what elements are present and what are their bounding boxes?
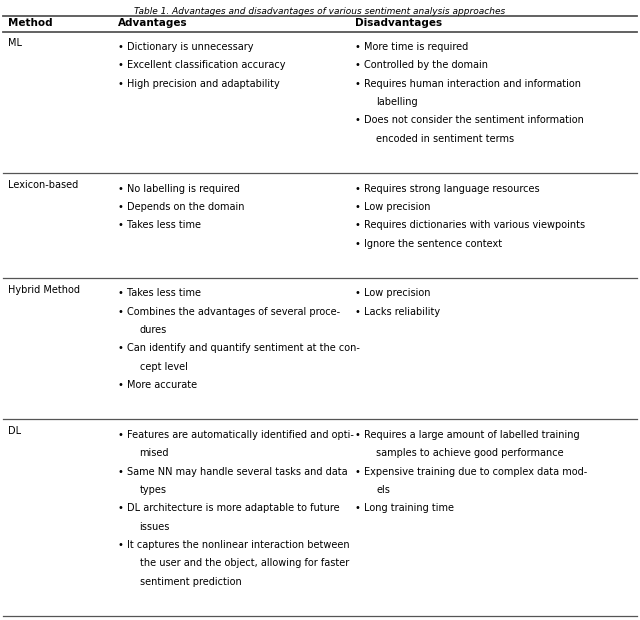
Text: • Requires dictionaries with various viewpoints: • Requires dictionaries with various vie…: [355, 220, 586, 230]
Text: • Requires a large amount of labelled training: • Requires a large amount of labelled tr…: [355, 430, 580, 440]
Text: labelling: labelling: [376, 97, 418, 107]
Text: • More accurate: • More accurate: [118, 380, 198, 390]
Text: • Requires strong language resources: • Requires strong language resources: [355, 184, 540, 193]
Text: • Does not consider the sentiment information: • Does not consider the sentiment inform…: [355, 115, 584, 125]
Text: • Takes less time: • Takes less time: [118, 220, 202, 230]
Text: Lexicon-based: Lexicon-based: [8, 180, 79, 190]
Text: samples to achieve good performance: samples to achieve good performance: [376, 448, 564, 458]
Text: dures: dures: [140, 325, 167, 335]
Text: mised: mised: [140, 448, 169, 458]
Text: • Dictionary is unnecessary: • Dictionary is unnecessary: [118, 42, 254, 52]
Text: • Can identify and quantify sentiment at the con-: • Can identify and quantify sentiment at…: [118, 343, 360, 353]
Text: Hybrid Method: Hybrid Method: [8, 285, 81, 295]
Text: els: els: [376, 485, 390, 495]
Text: • No labelling is required: • No labelling is required: [118, 184, 240, 193]
Text: • Ignore the sentence context: • Ignore the sentence context: [355, 239, 502, 249]
Text: Advantages: Advantages: [118, 18, 188, 28]
Text: • High precision and adaptability: • High precision and adaptability: [118, 79, 280, 89]
Text: ML: ML: [8, 38, 22, 48]
Text: • Lacks reliability: • Lacks reliability: [355, 307, 440, 317]
Text: encoded in sentiment terms: encoded in sentiment terms: [376, 134, 515, 144]
Text: • Requires human interaction and information: • Requires human interaction and informa…: [355, 79, 581, 89]
Text: • It captures the nonlinear interaction between: • It captures the nonlinear interaction …: [118, 540, 350, 550]
Text: types: types: [140, 485, 166, 495]
Text: DL: DL: [8, 427, 22, 436]
Text: • Low precision: • Low precision: [355, 288, 431, 298]
Text: • Expensive training due to complex data mod-: • Expensive training due to complex data…: [355, 467, 588, 477]
Text: • Controlled by the domain: • Controlled by the domain: [355, 60, 488, 70]
Text: • Low precision: • Low precision: [355, 202, 431, 212]
Text: Method: Method: [8, 18, 53, 28]
Text: • Combines the advantages of several proce-: • Combines the advantages of several pro…: [118, 307, 340, 317]
Text: • Same NN may handle several tasks and data: • Same NN may handle several tasks and d…: [118, 467, 348, 477]
Text: • Long training time: • Long training time: [355, 503, 454, 513]
Text: • More time is required: • More time is required: [355, 42, 468, 52]
Text: sentiment prediction: sentiment prediction: [140, 577, 241, 587]
Text: • Features are automatically identified and opti-: • Features are automatically identified …: [118, 430, 355, 440]
Text: cept level: cept level: [140, 361, 188, 372]
Text: Table 1. Advantages and disadvantages of various sentiment analysis approaches: Table 1. Advantages and disadvantages of…: [134, 7, 506, 16]
Text: • Takes less time: • Takes less time: [118, 288, 202, 298]
Text: issues: issues: [140, 521, 170, 531]
Text: Disadvantages: Disadvantages: [355, 18, 442, 28]
Text: • DL architecture is more adaptable to future: • DL architecture is more adaptable to f…: [118, 503, 340, 513]
Text: the user and the object, allowing for faster: the user and the object, allowing for fa…: [140, 559, 349, 569]
Text: • Excellent classification accuracy: • Excellent classification accuracy: [118, 60, 286, 70]
Text: • Depends on the domain: • Depends on the domain: [118, 202, 245, 212]
